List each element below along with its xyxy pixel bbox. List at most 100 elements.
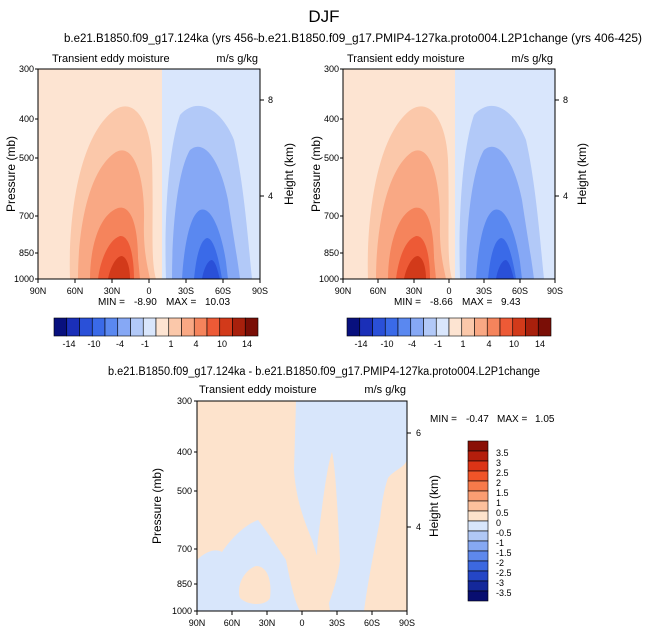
panel-c-ytick-700: 700	[177, 544, 192, 554]
panel-b-colorbar-box	[525, 317, 539, 337]
panel-b-min-value: -8.66	[430, 297, 453, 308]
panel-a-xtick-90n: 90N	[30, 286, 47, 296]
panel-c-y2-ticks: 6 4	[416, 428, 421, 532]
panel-b-colorbar-box	[397, 317, 412, 337]
panel-b-colorbar-box	[359, 317, 373, 337]
panel-b-colorbar-box	[474, 317, 488, 337]
panel-a-colorbar-box	[155, 317, 170, 337]
panel-c-xtick-30s: 30S	[329, 618, 345, 628]
panel-c-colorbar-box	[467, 590, 489, 602]
panel-c-ytick-1000: 1000	[172, 606, 192, 616]
panel-c-min-value: -0.47	[466, 414, 489, 425]
panel-a-cbar-label: -14	[62, 339, 75, 349]
figure-title: DJF	[308, 7, 339, 26]
panel-a-ylabel: Pressure (mb)	[4, 136, 18, 212]
panel-c-max-label: MAX =	[497, 414, 527, 425]
panel-c-ytick-850: 850	[177, 579, 192, 589]
panel-b-colorbar: -14 -10 -4 -1 1 4 10 14	[346, 317, 552, 349]
panel-a-colorbar-box	[66, 317, 80, 337]
panel-b-left-label: Transient eddy moisture	[347, 53, 465, 65]
panel-b-ytick-1000: 1000	[319, 274, 339, 284]
panel-a-colorbar-box	[130, 317, 144, 337]
panel-b-cbar-label: 14	[535, 339, 545, 349]
panel-a-colorbar-boxes	[53, 317, 259, 337]
panel-c-colorbar-labels: 3.5 3 2.5 2 1.5 1 0.5 0 -0.5 -1 -1.5 -2 …	[496, 448, 512, 598]
panel-a-colorbar-box	[79, 317, 93, 337]
panel-c-left-label: Transient eddy moisture	[199, 384, 317, 396]
panel-b-cbar-label: 4	[486, 339, 491, 349]
panel-a-ytick-500: 500	[19, 153, 34, 163]
panel-a-cbar-label: -1	[141, 339, 149, 349]
panel-b-xtick-90s: 90S	[547, 286, 563, 296]
panel-a-cbar-label: 10	[217, 339, 227, 349]
panel-a-contour-pos-5	[108, 256, 130, 279]
panel-b-cbar-label: -4	[408, 339, 416, 349]
panel-b-cbar-label: 10	[509, 339, 519, 349]
panel-c-cbar-label: 1.5	[496, 488, 509, 498]
panel-c-cbar-label: -1.5	[496, 548, 512, 558]
panel-c-ylabel-right: Height (km)	[427, 475, 441, 537]
panel-c-xtick-90n: 90N	[189, 618, 206, 628]
panel-a-cbar-label: -4	[116, 339, 124, 349]
panel-c-ytick-500: 500	[177, 486, 192, 496]
panel-c-xtick-90s: 90S	[399, 618, 415, 628]
panel-c-cbar-label: 0.5	[496, 508, 509, 518]
panel-c-cbar-label: 0	[496, 518, 501, 528]
panel-a-xtick-60s: 60S	[215, 286, 231, 296]
panel-b-y2-ticks: 8 4	[563, 95, 568, 201]
panel-c-xtick-60n: 60N	[224, 618, 241, 628]
panel-b-cbar-label: -1	[434, 339, 442, 349]
panel-a-y2tick-8: 8	[268, 95, 273, 105]
panel-b-colorbar-box	[448, 317, 463, 337]
panel-c-cbar-label: 3	[496, 458, 501, 468]
panel-a-min-value: -8.90	[134, 297, 157, 308]
panel-c-cbar-label: -2.5	[496, 568, 512, 578]
panel-c-positive-right	[364, 479, 407, 611]
panel-c-field	[197, 401, 407, 611]
panel-c-colorbar-box	[467, 490, 489, 502]
panel-b-colorbar-box	[512, 317, 526, 337]
panel-c: b.e21.B1850.f09_g17.124ka - b.e21.B1850.…	[108, 366, 555, 628]
panel-a-cbar-label: -10	[87, 339, 100, 349]
panel-b-ytick-700: 700	[324, 211, 339, 221]
panel-a-ytick-1000: 1000	[14, 274, 34, 284]
panel-c-cbar-label: -1	[496, 538, 504, 548]
panel-a-contour-neg-5	[202, 260, 220, 279]
panel-b-xtick-60n: 60N	[370, 286, 387, 296]
panel-c-colorbar-box	[467, 560, 489, 572]
panel-b-ytick-400: 400	[324, 114, 339, 124]
panel-c-colorbar-box	[467, 500, 489, 512]
panel-a-max-label: MAX =	[166, 297, 196, 308]
panel-b-min-label: MIN =	[394, 297, 421, 308]
panel-b-ylabel-right: Height (km)	[575, 143, 589, 205]
panel-a-left-label: Transient eddy moisture	[52, 53, 170, 65]
panel-a-ytick-400: 400	[19, 114, 34, 124]
panel-c-max-value: 1.05	[535, 414, 555, 425]
panel-a-y-ticks: 300 400 500 700 850 1000	[14, 64, 34, 284]
panel-a-xtick-90s: 90S	[252, 286, 268, 296]
panel-c-x-ticks: 90N 60N 30N 0 30S 60S 90S	[189, 618, 415, 628]
panel-a-colorbar-box	[91, 317, 106, 337]
panel-c-colorbar-box	[467, 440, 489, 452]
panel-b-stats: MIN = -8.66 MAX = 9.43	[394, 297, 521, 308]
panel-a-right-label: m/s g/kg	[216, 53, 258, 65]
panel-b-y-ticks: 300 400 500 700 850 1000	[319, 64, 339, 284]
panel-c-colorbar-box	[467, 550, 489, 562]
panel-b-title-backdrop	[258, 30, 648, 46]
panel-c-cbar-label: -3.5	[496, 588, 512, 598]
panel-b-title: b.e21.B1850.f09_g17.PMIP4-127ka.proto004…	[258, 33, 642, 45]
panel-c-y2tick-6: 6	[416, 428, 421, 438]
panel-b-colorbar-box	[346, 317, 361, 337]
panel-a-colorbar-box	[219, 317, 233, 337]
panel-a-colorbar: -14 -10 -4 -1 1 4 10 14	[53, 317, 259, 349]
panel-c-colorbar-box	[467, 520, 489, 532]
panel-c-colorbar-box	[467, 470, 489, 482]
panel-c-cbar-label: -3	[496, 578, 504, 588]
panel-c-cbar-label: 2.5	[496, 468, 509, 478]
panel-b-field	[343, 69, 555, 279]
panel-c-positive-island	[238, 566, 271, 604]
panel-a-ytick-700: 700	[19, 211, 34, 221]
panel-b-y2tick-4: 4	[563, 191, 568, 201]
panel-b-colorbar-box	[372, 317, 386, 337]
